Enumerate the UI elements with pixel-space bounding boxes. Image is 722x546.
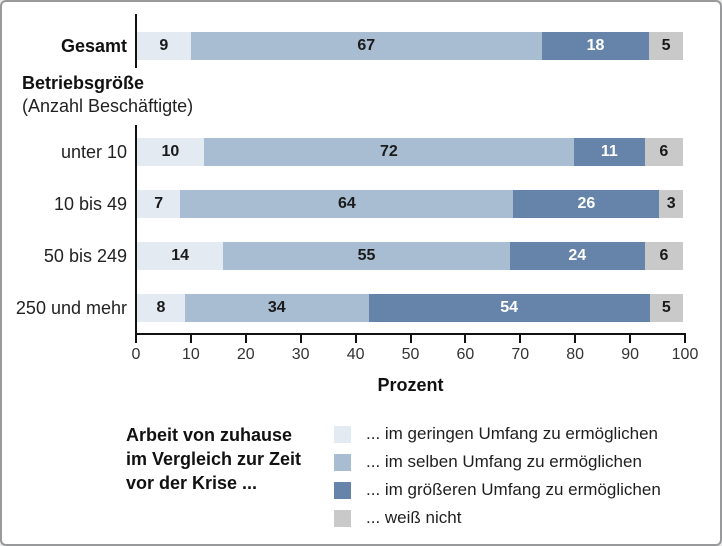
legend-title: Arbeit von zuhause im Vergleich zur Zeit… — [126, 425, 302, 493]
value-label: 55 — [357, 247, 376, 264]
tick-label: 80 — [566, 346, 585, 363]
bar-segment: 26 — [513, 190, 660, 218]
legend-swatch — [334, 425, 351, 443]
value-label: 8 — [156, 299, 166, 316]
axis-tick — [299, 335, 302, 343]
axis-tick — [354, 335, 357, 343]
bar-segment: 67 — [190, 32, 542, 60]
bar-segment: 6 — [644, 138, 684, 166]
row-label-gesamt: Gesamt — [60, 36, 127, 56]
bar-segment: 18 — [541, 32, 650, 60]
bar-segment: 5 — [649, 294, 683, 322]
row-label-unter-10: unter 10 — [60, 142, 127, 162]
legend: ... im geringen Umfang zu ermöglichen...… — [334, 420, 661, 532]
value-label: 34 — [267, 299, 286, 316]
value-label: 72 — [379, 143, 398, 160]
bar-segment: 9 — [137, 32, 191, 60]
baseline-segment-gesamt — [135, 14, 137, 68]
bar-segment: 55 — [223, 242, 510, 270]
row-label-50-bis-249: 50 bis 249 — [43, 246, 127, 266]
axis-tick — [189, 335, 192, 343]
tick-label: 50 — [401, 346, 420, 363]
value-label: 18 — [586, 37, 605, 54]
group-heading-sub: (Anzahl Beschäftigte) — [22, 96, 194, 116]
bar-segment: 8 — [137, 294, 185, 322]
legend-swatch — [334, 453, 351, 471]
axis-tick — [464, 335, 467, 343]
value-label: 5 — [661, 37, 671, 54]
legend-swatch — [334, 509, 351, 527]
legend-swatch — [334, 481, 351, 499]
value-label: 24 — [568, 247, 587, 264]
axis-tick — [629, 335, 632, 343]
bar-segment: 7 — [137, 190, 181, 218]
bar-segment: 11 — [573, 138, 645, 166]
bar-segment: 34 — [184, 294, 369, 322]
axis-tick — [684, 335, 686, 343]
tick-label: 100 — [671, 346, 699, 363]
value-label: 10 — [161, 143, 180, 160]
bar-gesamt: 9 67 18 5 — [137, 32, 683, 60]
legend-item-label: ... weiß nicht — [366, 508, 462, 527]
legend-item: ... im geringen Umfang zu ermöglichen — [334, 420, 661, 448]
axis-tick — [519, 335, 522, 343]
bar-segment: 24 — [509, 242, 645, 270]
row-label-250-und-mehr: 250 und mehr — [15, 298, 127, 318]
x-axis-line — [135, 333, 686, 335]
value-label: 6 — [659, 143, 669, 160]
tick-label: 0 — [131, 346, 141, 363]
axis-tick — [135, 335, 137, 343]
bar-segment: 64 — [180, 190, 514, 218]
legend-item: ... im selben Umfang zu ermöglichen — [334, 448, 661, 476]
bar-segment: 6 — [644, 242, 683, 270]
row-label-10-bis-49: 10 bis 49 — [53, 194, 127, 214]
value-label: 3 — [666, 195, 676, 212]
axis-tick — [409, 335, 412, 343]
group-heading: Betriebsgröße — [22, 73, 145, 93]
bar-50-bis-249: 14 55 24 6 — [137, 242, 683, 270]
value-label: 26 — [577, 195, 596, 212]
legend-item: ... weiß nicht — [334, 504, 661, 532]
value-label: 67 — [357, 37, 376, 54]
value-label: 11 — [600, 143, 618, 160]
legend-item-label: ... im größeren Umfang zu ermöglichen — [366, 480, 661, 499]
baseline-segment-groups — [135, 125, 137, 335]
bar-segment: 54 — [368, 294, 650, 322]
bar-segment: 3 — [659, 190, 684, 218]
tick-label: 90 — [621, 346, 639, 363]
tick-label: 60 — [456, 346, 475, 363]
x-axis-title: Prozent — [377, 375, 444, 395]
legend-item-label: ... im geringen Umfang zu ermöglichen — [366, 424, 658, 443]
axis-tick — [244, 335, 247, 343]
tick-label: 30 — [291, 346, 310, 363]
tick-label: 40 — [346, 346, 365, 363]
legend-item-label: ... im selben Umfang zu ermöglichen — [366, 452, 642, 471]
value-label: 5 — [661, 299, 671, 316]
value-label: 7 — [154, 195, 164, 212]
value-label: 64 — [338, 195, 356, 212]
bar-segment: 10 — [137, 138, 204, 166]
bar-segment: 14 — [137, 242, 224, 270]
bar-segment: 5 — [649, 32, 683, 60]
value-label: 14 — [171, 247, 189, 264]
legend-item: ... im größeren Umfang zu ermöglichen — [334, 476, 661, 504]
value-label: 54 — [500, 299, 519, 316]
bar-segment: 72 — [203, 138, 574, 166]
value-label: 6 — [659, 247, 669, 264]
tick-label: 10 — [181, 346, 200, 363]
value-label: 9 — [159, 37, 169, 54]
bar-10-bis-49: 7 64 26 3 — [137, 190, 684, 218]
axis-tick — [574, 335, 577, 343]
tick-label: 20 — [236, 346, 255, 363]
bar-250-und-mehr: 8 34 54 5 — [137, 294, 683, 322]
tick-label: 70 — [511, 346, 530, 363]
bar-unter-10: 10 72 11 6 — [137, 138, 684, 166]
